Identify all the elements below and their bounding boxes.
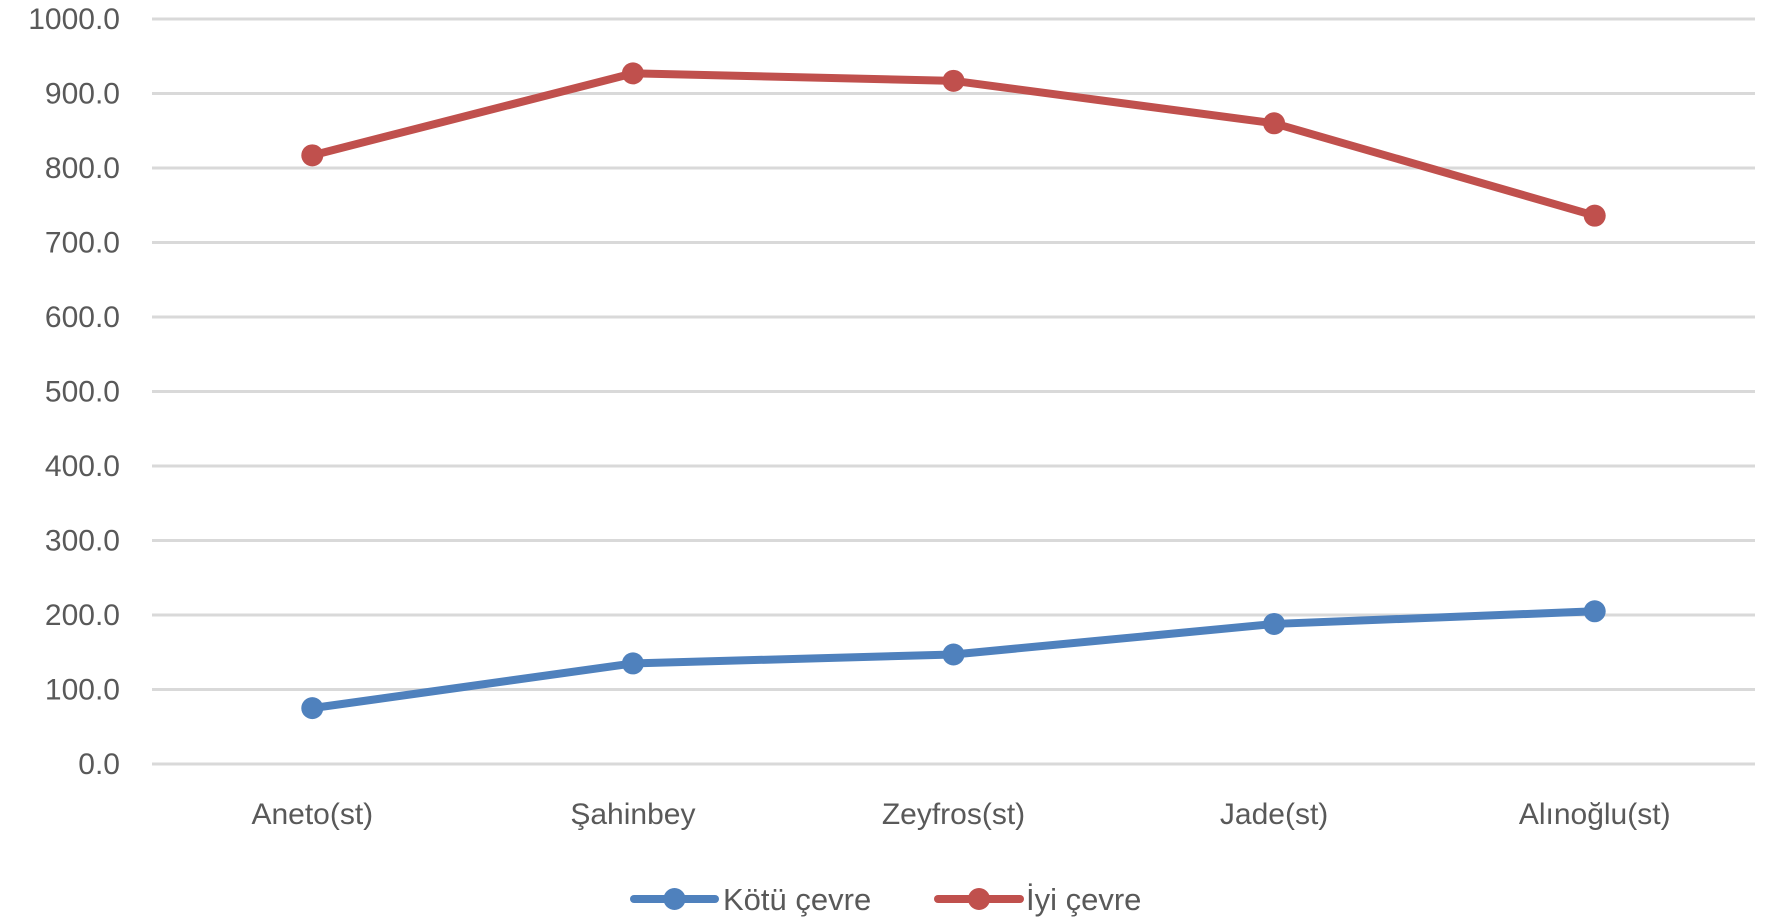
y-tick-label: 0.0 (78, 748, 120, 781)
legend-label: Kötü çevre (723, 882, 871, 917)
data-point (301, 144, 324, 167)
data-point (621, 652, 644, 675)
y-tick-label: 1000.0 (28, 3, 120, 36)
y-axis: 0.0 100.0 200.0 300.0 400.0 500.0 600.0 700.0 80… (28, 3, 120, 781)
legend-item: Kötü çevre (630, 882, 871, 917)
y-tick-label: 600.0 (45, 301, 120, 334)
data-point (621, 62, 644, 85)
series-iyi-cevre (301, 62, 1606, 227)
x-tick-label: Alınoğlu(st) (1519, 798, 1671, 831)
legend-swatch-marker (968, 888, 990, 910)
plot-series (301, 62, 1606, 720)
y-tick-label: 300.0 (45, 525, 120, 558)
y-tick-label: 700.0 (45, 227, 120, 260)
y-tick-label: 900.0 (45, 78, 120, 111)
legend: Kötü çevre İyi çevre (630, 882, 1141, 917)
data-point (942, 69, 965, 92)
y-tick-label: 400.0 (45, 450, 120, 483)
y-tick-label: 500.0 (45, 376, 120, 409)
data-point (1583, 204, 1606, 227)
data-point (301, 697, 324, 720)
x-tick-label: Şahinbey (570, 798, 695, 831)
data-point (1263, 612, 1286, 635)
legend-swatch-marker (663, 888, 686, 910)
data-point (942, 643, 965, 666)
series-kotu-cevre (301, 600, 1606, 720)
legend-label: İyi çevre (1026, 882, 1141, 917)
data-point (1263, 112, 1286, 135)
x-tick-label: Aneto(st) (251, 798, 373, 831)
y-tick-label: 200.0 (45, 599, 120, 632)
y-tick-label: 100.0 (45, 674, 120, 707)
x-axis: Aneto(st) Şahinbey Zeyfros(st) Jade(st) Alın… (251, 798, 1670, 831)
x-tick-label: Zeyfros(st) (882, 798, 1025, 831)
y-tick-label: 800.0 (45, 152, 120, 185)
legend-item: İyi çevre (934, 882, 1141, 917)
x-tick-label: Jade(st) (1220, 798, 1328, 831)
data-point (1583, 600, 1606, 623)
